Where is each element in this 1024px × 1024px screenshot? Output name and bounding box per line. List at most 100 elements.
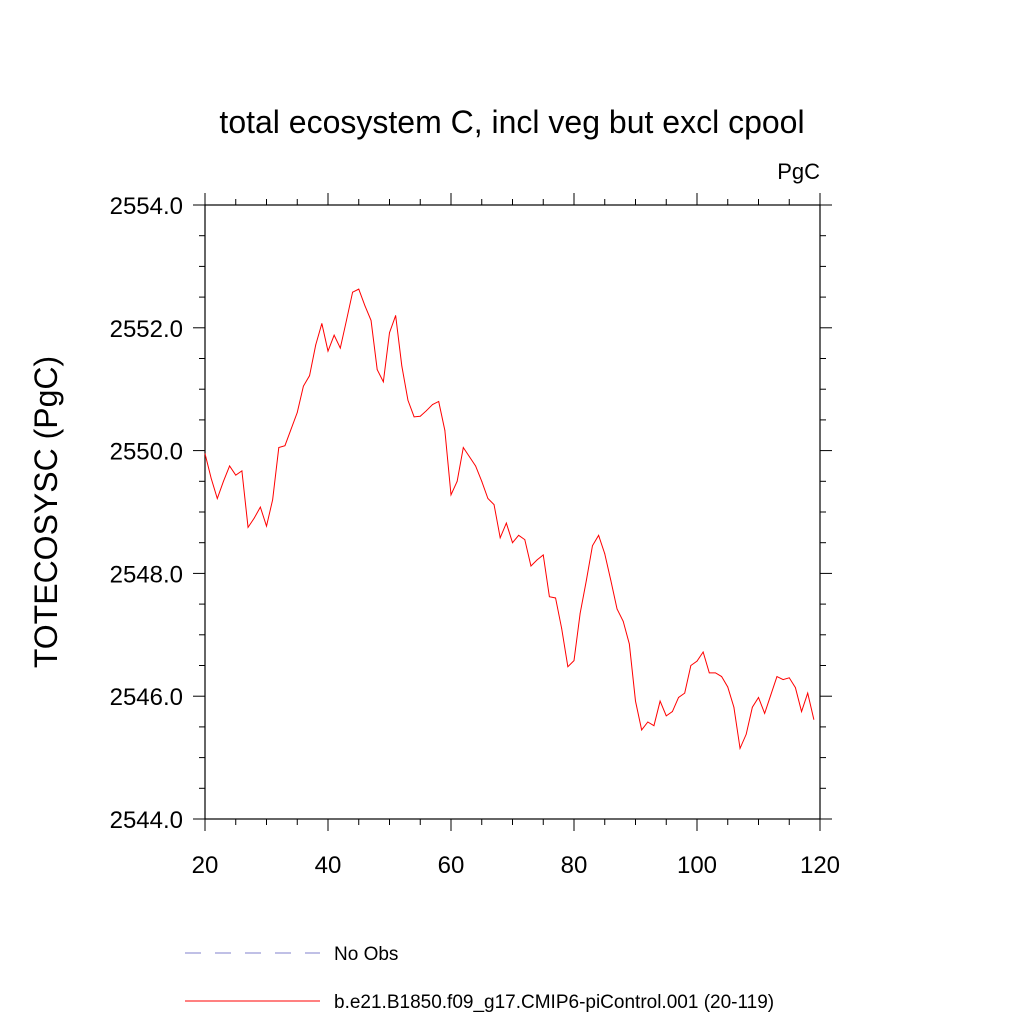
data-point bbox=[653, 725, 655, 727]
data-point bbox=[259, 506, 261, 508]
y-axis-label: TOTECOSYSC (PgC) bbox=[28, 356, 64, 668]
data-point bbox=[555, 597, 556, 599]
data-point bbox=[413, 416, 415, 418]
data-point bbox=[303, 385, 304, 387]
data-point bbox=[715, 672, 716, 674]
x-tick-label: 40 bbox=[315, 852, 342, 879]
data-point bbox=[370, 320, 372, 321]
data-point bbox=[585, 580, 587, 582]
data-point bbox=[450, 494, 452, 496]
data-point bbox=[807, 692, 809, 694]
data-point bbox=[333, 334, 335, 336]
data-point bbox=[327, 350, 329, 352]
data-point bbox=[216, 498, 218, 499]
data-point bbox=[702, 651, 704, 653]
data-point bbox=[727, 686, 729, 688]
data-point bbox=[690, 665, 692, 666]
data-point bbox=[346, 320, 347, 321]
data-point bbox=[426, 410, 427, 412]
units-label: PgC bbox=[777, 159, 820, 184]
y-tick-label: 2554.0 bbox=[110, 193, 183, 220]
data-point bbox=[782, 679, 784, 681]
data-point bbox=[684, 692, 686, 694]
data-point bbox=[795, 687, 796, 688]
data-point bbox=[358, 288, 360, 290]
data-point bbox=[223, 480, 224, 482]
data-point bbox=[721, 676, 722, 677]
data-point bbox=[493, 504, 495, 506]
y-tick-label: 2544.0 bbox=[110, 807, 183, 834]
data-point bbox=[678, 697, 679, 698]
data-point bbox=[210, 477, 212, 479]
data-point bbox=[733, 706, 735, 708]
data-point bbox=[505, 522, 507, 524]
legend: No Obs b.e21.B1850.f09_g17.CMIP6-piContr… bbox=[185, 944, 774, 1013]
data-point bbox=[751, 706, 753, 708]
data-point bbox=[253, 517, 255, 519]
x-tick-labels: 20 40 60 80 100 120 bbox=[192, 852, 840, 879]
x-tick-label: 20 bbox=[192, 852, 219, 879]
data-point bbox=[290, 428, 292, 430]
data-point bbox=[296, 412, 298, 413]
data-point bbox=[272, 499, 274, 501]
data-point bbox=[499, 537, 501, 539]
series-group bbox=[204, 288, 815, 751]
data-point bbox=[229, 465, 231, 467]
data-point bbox=[321, 323, 323, 324]
y-tick-label: 2546.0 bbox=[110, 684, 183, 711]
data-point bbox=[438, 401, 440, 402]
data-point bbox=[530, 565, 532, 567]
data-point bbox=[573, 660, 575, 661]
data-point bbox=[376, 369, 378, 370]
data-point bbox=[647, 721, 649, 723]
data-point bbox=[315, 344, 317, 346]
data-point bbox=[579, 612, 581, 614]
data-point bbox=[247, 526, 249, 528]
data-point bbox=[266, 525, 267, 527]
chart-title: total ecosystem C, incl veg but excl cpo… bbox=[219, 104, 804, 140]
data-point bbox=[776, 676, 778, 677]
x-tick-label: 60 bbox=[438, 852, 465, 879]
data-point bbox=[770, 694, 772, 696]
legend-label-no-obs: No Obs bbox=[334, 944, 398, 965]
data-point bbox=[635, 700, 636, 702]
data-point bbox=[542, 554, 544, 556]
data-point bbox=[628, 643, 630, 645]
data-point bbox=[672, 711, 673, 712]
data-point bbox=[401, 365, 403, 367]
data-point bbox=[278, 447, 280, 448]
data-point bbox=[444, 429, 446, 431]
data-point bbox=[389, 332, 390, 334]
data-point bbox=[462, 447, 464, 448]
data-point bbox=[407, 399, 409, 401]
data-point bbox=[801, 711, 802, 712]
data-point bbox=[512, 542, 513, 544]
data-point bbox=[432, 404, 433, 405]
data-point bbox=[604, 553, 606, 555]
data-point bbox=[610, 580, 612, 582]
y-tick-label: 2550.0 bbox=[110, 439, 183, 466]
data-point bbox=[708, 672, 710, 674]
data-point bbox=[764, 712, 766, 714]
data-point bbox=[419, 415, 421, 417]
data-point bbox=[561, 628, 563, 630]
x-tick-label: 120 bbox=[800, 852, 840, 879]
data-point bbox=[788, 677, 790, 679]
data-point bbox=[284, 445, 286, 447]
axis-ticks bbox=[193, 193, 832, 831]
data-point bbox=[536, 559, 538, 561]
y-tick-label: 2552.0 bbox=[110, 316, 183, 343]
data-point bbox=[598, 534, 599, 536]
x-tick-label: 100 bbox=[677, 852, 717, 879]
y-tick-labels: 2544.0 2546.0 2548.0 2550.0 2552.0 2554.0 bbox=[110, 193, 183, 834]
series-line bbox=[204, 288, 815, 751]
data-point bbox=[659, 700, 661, 702]
data-point bbox=[592, 545, 593, 547]
data-point bbox=[481, 480, 483, 482]
data-point bbox=[235, 474, 237, 476]
data-point bbox=[739, 747, 741, 749]
legend-label-model: b.e21.B1850.f09_g17.CMIP6-piControl.001 … bbox=[334, 992, 774, 1013]
data-point bbox=[475, 465, 476, 467]
data-point bbox=[456, 480, 458, 482]
